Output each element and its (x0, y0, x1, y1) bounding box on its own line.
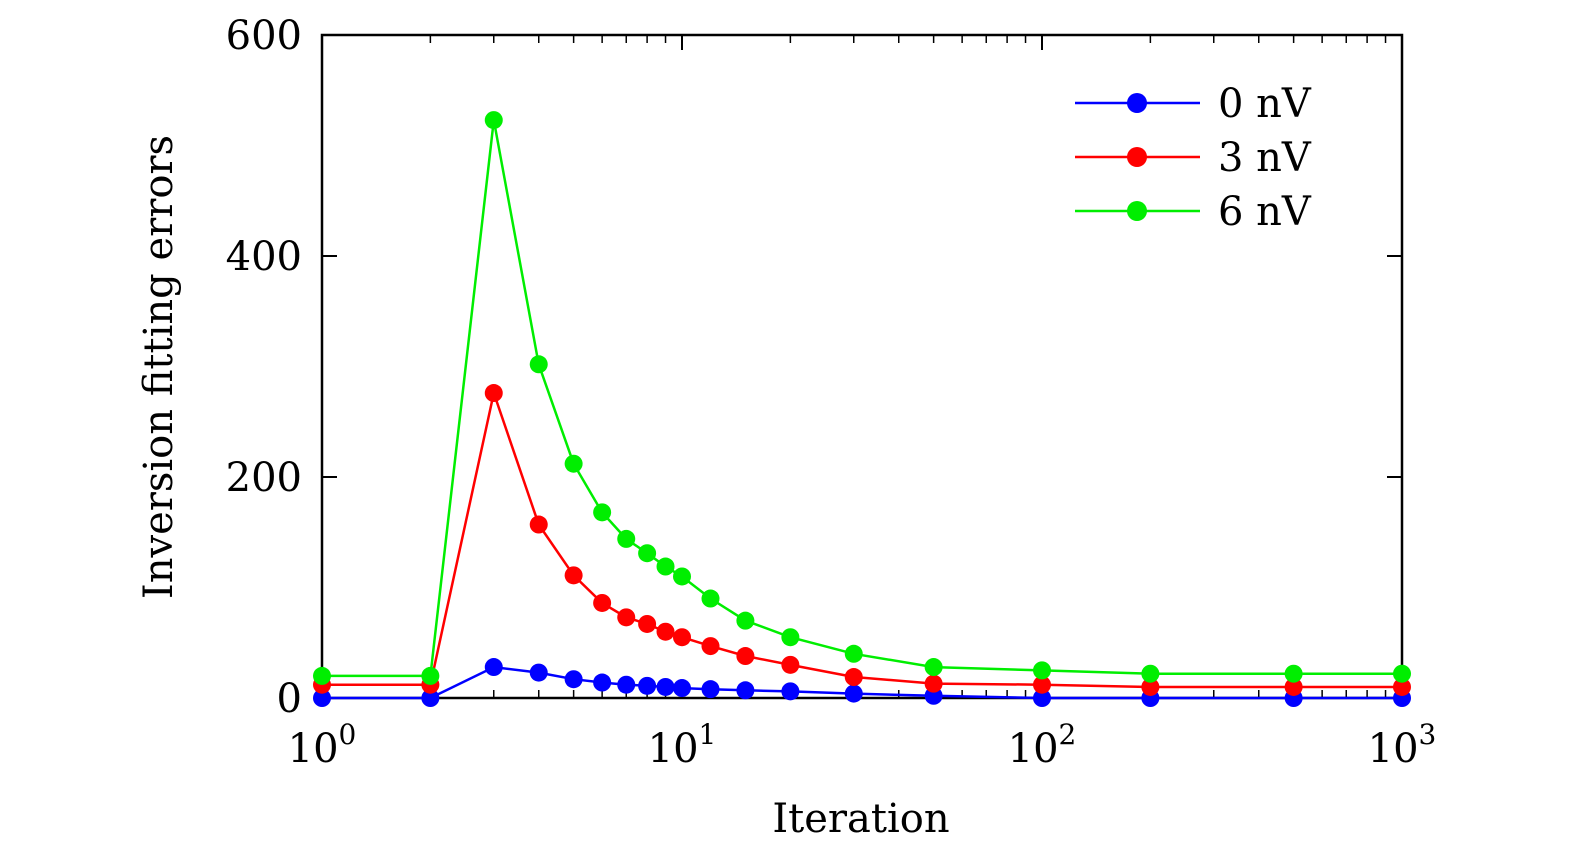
legend-label: 0 nV (1218, 81, 1312, 127)
data-point (313, 666, 331, 685)
x-tick-label: 103 (1368, 718, 1437, 772)
data-point (484, 111, 503, 130)
data-point (1033, 675, 1051, 694)
y-tick-label: 0 (277, 676, 302, 722)
x-tick-label: 101 (648, 718, 717, 772)
data-point (1284, 677, 1303, 696)
data-point (701, 680, 720, 699)
data-point (673, 567, 691, 586)
y-tick-label: 600 (226, 13, 302, 59)
x-tick-base: 10 (288, 726, 339, 772)
y-axis-label: Inversion fitting errors (136, 135, 182, 599)
data-point (593, 593, 612, 612)
x-tick-base: 10 (648, 726, 699, 772)
data-point (638, 614, 657, 633)
data-point (1033, 689, 1051, 707)
series-0 (313, 658, 1411, 707)
y-tick-label: 400 (226, 234, 302, 280)
data-point (564, 670, 583, 689)
data-point (781, 682, 800, 701)
plot-frame (320, 33, 1404, 700)
data-point (844, 644, 863, 663)
data-point (617, 529, 636, 548)
data-point (924, 658, 943, 677)
data-point (781, 655, 800, 674)
data-point (736, 647, 755, 666)
data-point (638, 544, 657, 563)
x-axis-ticks: 100 101 102 103 (288, 35, 1437, 772)
data-point (844, 668, 863, 687)
data-point (1141, 664, 1160, 683)
data-point (421, 689, 440, 707)
data-point (638, 676, 657, 695)
series-2 (313, 111, 1411, 685)
y-axis-ticks: 0 200 400 600 (226, 13, 1402, 722)
data-point (564, 454, 583, 473)
data-point (673, 679, 691, 698)
series-1 (313, 384, 1411, 696)
data-point (1393, 664, 1411, 683)
data-point (1284, 664, 1303, 683)
data-point (781, 628, 800, 647)
data-point (656, 677, 675, 696)
data-point (617, 608, 636, 627)
legend-marker (1127, 201, 1147, 221)
data-point (564, 566, 583, 585)
data-point (1033, 661, 1051, 680)
data-point (593, 503, 612, 522)
data-point (529, 663, 548, 682)
series-layer (313, 111, 1411, 707)
data-point (656, 557, 675, 576)
x-tick-exponent: 0 (339, 718, 357, 751)
data-point (484, 658, 503, 677)
series-line (322, 388, 1402, 689)
x-tick-base: 10 (1008, 726, 1059, 772)
data-point (313, 689, 331, 707)
data-point (529, 515, 548, 534)
data-point (701, 637, 720, 656)
legend-label: 6 nV (1218, 189, 1312, 235)
x-tick-exponent: 3 (1419, 718, 1437, 751)
data-point (924, 674, 943, 693)
legend-label: 3 nV (1218, 135, 1312, 181)
data-point (421, 666, 440, 685)
legend-marker (1127, 147, 1147, 167)
data-point (1141, 677, 1160, 696)
y-tick-label: 200 (226, 455, 302, 501)
x-axis-label: Iteration (772, 796, 949, 842)
data-point (844, 684, 863, 703)
data-point (736, 611, 755, 630)
data-point (656, 622, 675, 641)
data-point (593, 673, 612, 692)
legend: 0 nV 3 nV 6 nV (1075, 81, 1312, 235)
data-point (1393, 677, 1411, 696)
x-tick-exponent: 1 (699, 718, 717, 751)
data-point (673, 628, 691, 647)
x-tick-base: 10 (1368, 726, 1419, 772)
data-point (736, 681, 755, 700)
data-point (484, 384, 503, 403)
legend-marker (1127, 93, 1147, 113)
x-tick-label: 100 (288, 718, 357, 772)
data-point (617, 675, 636, 694)
x-tick-label: 102 (1008, 718, 1077, 772)
data-point (529, 355, 548, 374)
data-point (701, 589, 720, 608)
x-tick-exponent: 2 (1059, 718, 1077, 751)
